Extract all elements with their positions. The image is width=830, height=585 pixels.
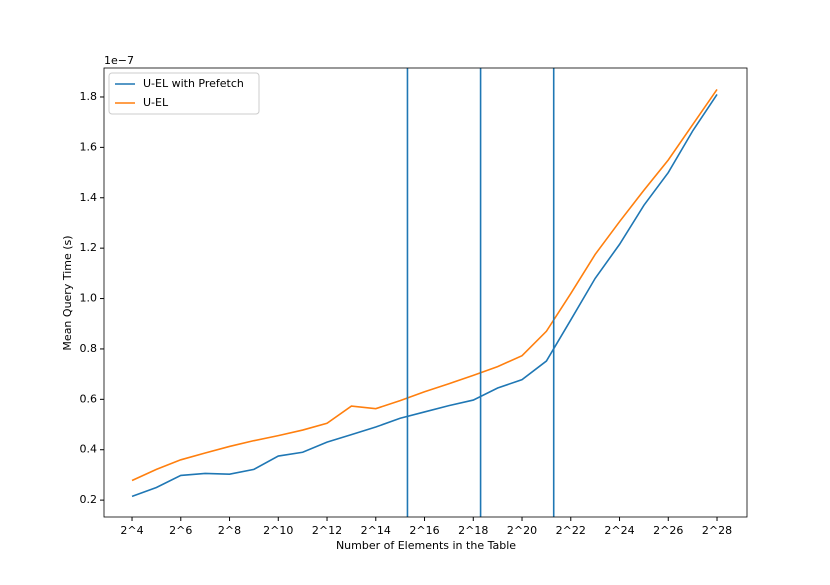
x-tick-label: 2^24 xyxy=(604,524,634,537)
y-tick-label: 0.2 xyxy=(80,493,98,506)
x-tick-label: 2^8 xyxy=(218,524,241,537)
y-tick-label: 1.0 xyxy=(80,292,98,305)
x-tick-label: 2^12 xyxy=(312,524,342,537)
y-tick-label: 0.8 xyxy=(80,342,98,355)
legend-label: U-EL xyxy=(143,96,169,109)
x-tick-label: 2^6 xyxy=(169,524,192,537)
y-tick-label: 1.2 xyxy=(80,241,98,254)
x-tick-label: 2^16 xyxy=(409,524,439,537)
y-offset-label: 1e−7 xyxy=(104,54,134,67)
x-tick-label: 2^14 xyxy=(361,524,391,537)
line-series xyxy=(131,94,718,498)
line-series xyxy=(131,88,718,482)
y-tick-label: 0.4 xyxy=(80,443,98,456)
x-tick-label: 2^4 xyxy=(120,524,143,537)
legend-box xyxy=(108,72,260,115)
x-tick-label: 2^20 xyxy=(507,524,537,537)
x-tick-label: 2^26 xyxy=(653,524,683,537)
x-tick-label: 2^22 xyxy=(556,524,586,537)
legend-label: U-EL with Prefetch xyxy=(143,77,244,90)
y-axis-label: Mean Query Time (s) xyxy=(61,235,74,350)
y-tick-label: 1.4 xyxy=(80,191,98,204)
y-tick-label: 1.6 xyxy=(80,140,98,153)
y-tick-label: 0.6 xyxy=(80,392,98,405)
x-tick-label: 2^10 xyxy=(263,524,293,537)
x-axis-label: Number of Elements in the Table xyxy=(336,539,516,552)
x-tick-label: 2^28 xyxy=(702,524,732,537)
plot-frame xyxy=(103,67,748,518)
x-tick-label: 2^18 xyxy=(458,524,488,537)
y-tick-label: 1.8 xyxy=(80,90,98,103)
